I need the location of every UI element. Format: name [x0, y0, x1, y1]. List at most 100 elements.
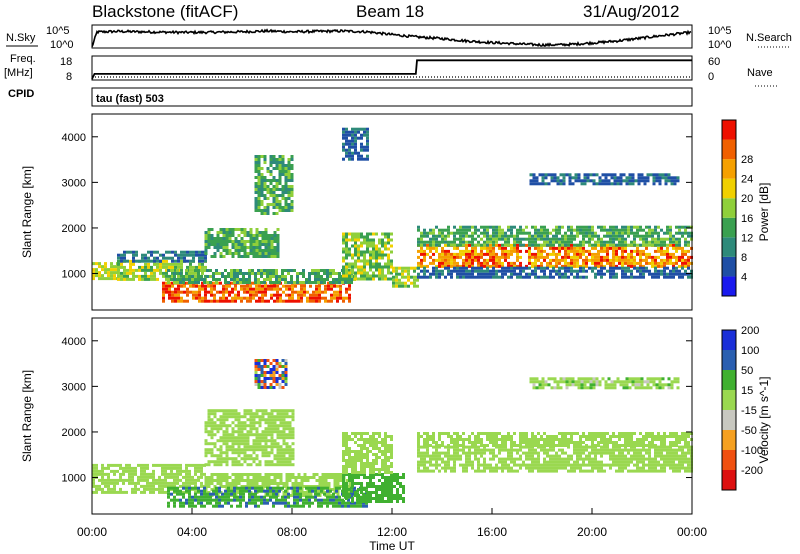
heatmap-cell-1452: [351, 133, 354, 137]
heatmap-cell-119: [143, 466, 146, 470]
heatmap-cell-1342: [369, 274, 372, 278]
heatmap-cell-1898: [483, 448, 486, 452]
heatmap-cell-2542: [672, 237, 675, 241]
heatmap-cell-2436: [615, 225, 618, 229]
heatmap-cell-1603: [279, 451, 283, 455]
heatmap-cell-1817: [444, 460, 447, 464]
heatmap-cell-976: [258, 252, 262, 255]
heatmap-cell-1150: [278, 176, 282, 179]
heatmap-cell-1413: [240, 448, 244, 452]
heatmap-cell-1329: [366, 274, 369, 278]
heatmap-cell-1990: [636, 261, 639, 265]
heatmap-cell-1733: [278, 362, 282, 365]
heatmap-cell-162: [161, 466, 164, 470]
heatmap-cell-556: [321, 296, 324, 300]
heatmap-cell-1909: [489, 451, 492, 455]
heatmap-cell-852: [213, 240, 217, 243]
heatmap-cell-1367: [375, 274, 378, 278]
heatmap-cell-1428: [243, 448, 247, 452]
heatmap-cell-1288: [213, 463, 217, 467]
heatmap-cell-702: [254, 278, 257, 281]
heatmap-cell-2810: [654, 269, 657, 273]
heatmap-cell-2644: [483, 275, 486, 279]
heatmap-cell-1734: [507, 261, 510, 265]
heatmap-cell-1860: [573, 261, 576, 265]
heatmap-cell-1217: [384, 462, 387, 465]
heatmap-cell-2595: [438, 275, 441, 279]
heatmap-cell-2172: [465, 228, 468, 232]
heatmap-cell-580: [336, 296, 339, 300]
heatmap-cell-935: [351, 482, 354, 485]
heatmap-cell-1932: [501, 448, 504, 452]
heatmap-cell-1758: [519, 264, 522, 268]
heatmap-cell-2122: [435, 240, 438, 244]
heatmap-cell-1216: [384, 459, 387, 462]
heatmap-cell-1906: [597, 255, 600, 259]
heatmap-cell-606: [173, 278, 176, 281]
heatmap-cell-29: [110, 268, 113, 272]
heatmap-cell-1722: [272, 377, 276, 380]
heatmap-cell-2782: [624, 272, 627, 276]
heatmap-cell-2633: [474, 275, 477, 279]
heatmap-cell-257: [186, 253, 189, 257]
heatmap-cell-1214: [290, 194, 294, 197]
heatmap-cell-443: [255, 287, 258, 291]
heatmap-cell-1852: [570, 258, 573, 262]
heatmap-cell-1675: [254, 374, 258, 377]
heatmap-cell-1924: [495, 469, 498, 473]
heatmap-cell-1261: [351, 253, 354, 257]
heatmap-cell-1401: [384, 277, 387, 281]
heatmap-cell-1734: [278, 365, 282, 368]
heatmap-cell-304: [174, 287, 177, 291]
heatmap-cell-1306: [219, 436, 223, 440]
heatmap-cell-191: [170, 481, 173, 485]
heatmap-cell-845: [329, 501, 332, 505]
heatmap-cell-1174: [372, 453, 375, 456]
heatmap-cell-2144: [450, 231, 453, 235]
heatmap-cell-1184: [375, 447, 378, 450]
heatmap-cell-1959: [621, 258, 624, 262]
heatmap-cell-320: [225, 485, 229, 488]
heatmap-cell-2076: [684, 249, 687, 253]
heatmap-cell-876: [222, 240, 226, 243]
heatmap-cell-75: [132, 271, 135, 275]
heatmap-cell-921: [345, 482, 348, 485]
heatmap-cell-1188: [375, 462, 378, 465]
heatmap-cell-1090: [348, 447, 351, 450]
heatmap-cell-1594: [441, 261, 444, 265]
heatmap-cell-896: [359, 501, 362, 505]
heatmap-cell-1590: [276, 460, 280, 464]
heatmap-cell-1650: [288, 448, 292, 452]
heatmap-cell-397: [264, 485, 268, 488]
heatmap-cell-55: [113, 478, 116, 482]
heatmap-cell-200: [173, 484, 176, 488]
heatmap-cell-2434: [612, 240, 615, 244]
heatmap-cell-943: [354, 494, 357, 497]
heatmap-cell-2946: [625, 182, 629, 186]
heatmap-cell-93: [144, 274, 147, 278]
heatmap-cell-2954: [631, 182, 635, 186]
heatmap-cell-689: [242, 281, 245, 284]
heatmap-cell-912: [342, 476, 345, 479]
heatmap-cell-1181: [375, 438, 378, 441]
heatmap-cell-56: [113, 481, 116, 485]
heatmap-cell-1494: [366, 142, 369, 146]
heatmap-cell-1241: [204, 424, 208, 428]
heatmap-cell-2564: [687, 225, 690, 229]
heatmap-cell-425: [246, 287, 249, 291]
heatmap-cell-774: [314, 272, 317, 275]
heatmap-cell-1118: [357, 438, 360, 441]
heatmap-cell-1780: [534, 264, 537, 268]
heatmap-cell-1332: [225, 418, 229, 422]
heatmap-cell-212: [135, 259, 138, 263]
heatmap-cell-187: [170, 466, 173, 470]
heatmap-cell-694: [239, 492, 242, 496]
heatmap-cell-2833: [675, 269, 678, 273]
heatmap-cell-96: [147, 265, 150, 269]
heatmap-cell-1435: [246, 418, 250, 422]
heatmap-cell-476: [303, 485, 307, 488]
heatmap-cell-2056: [672, 261, 675, 265]
heatmap-cell-1347: [372, 244, 375, 248]
heatmap-cell-1023: [387, 494, 390, 497]
heatmap-cell-1477: [255, 415, 259, 419]
